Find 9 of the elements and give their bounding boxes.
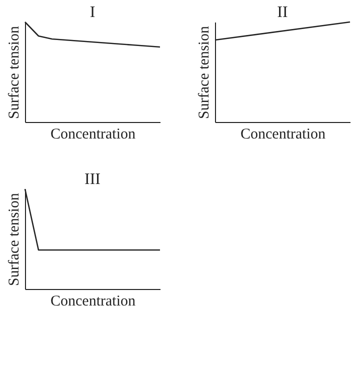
text: III [84, 171, 100, 188]
x-axis-title: Concentration [50, 126, 136, 142]
y-axis-title: Surface tension [6, 26, 22, 119]
y-axis-title: Surface tension [6, 192, 22, 286]
text: II [277, 4, 288, 21]
y-axis-title: Surface tension [196, 26, 212, 119]
text: I [90, 4, 96, 21]
x-axis-title: Concentration [240, 126, 326, 142]
x-axis-title: Concentration [50, 294, 136, 310]
